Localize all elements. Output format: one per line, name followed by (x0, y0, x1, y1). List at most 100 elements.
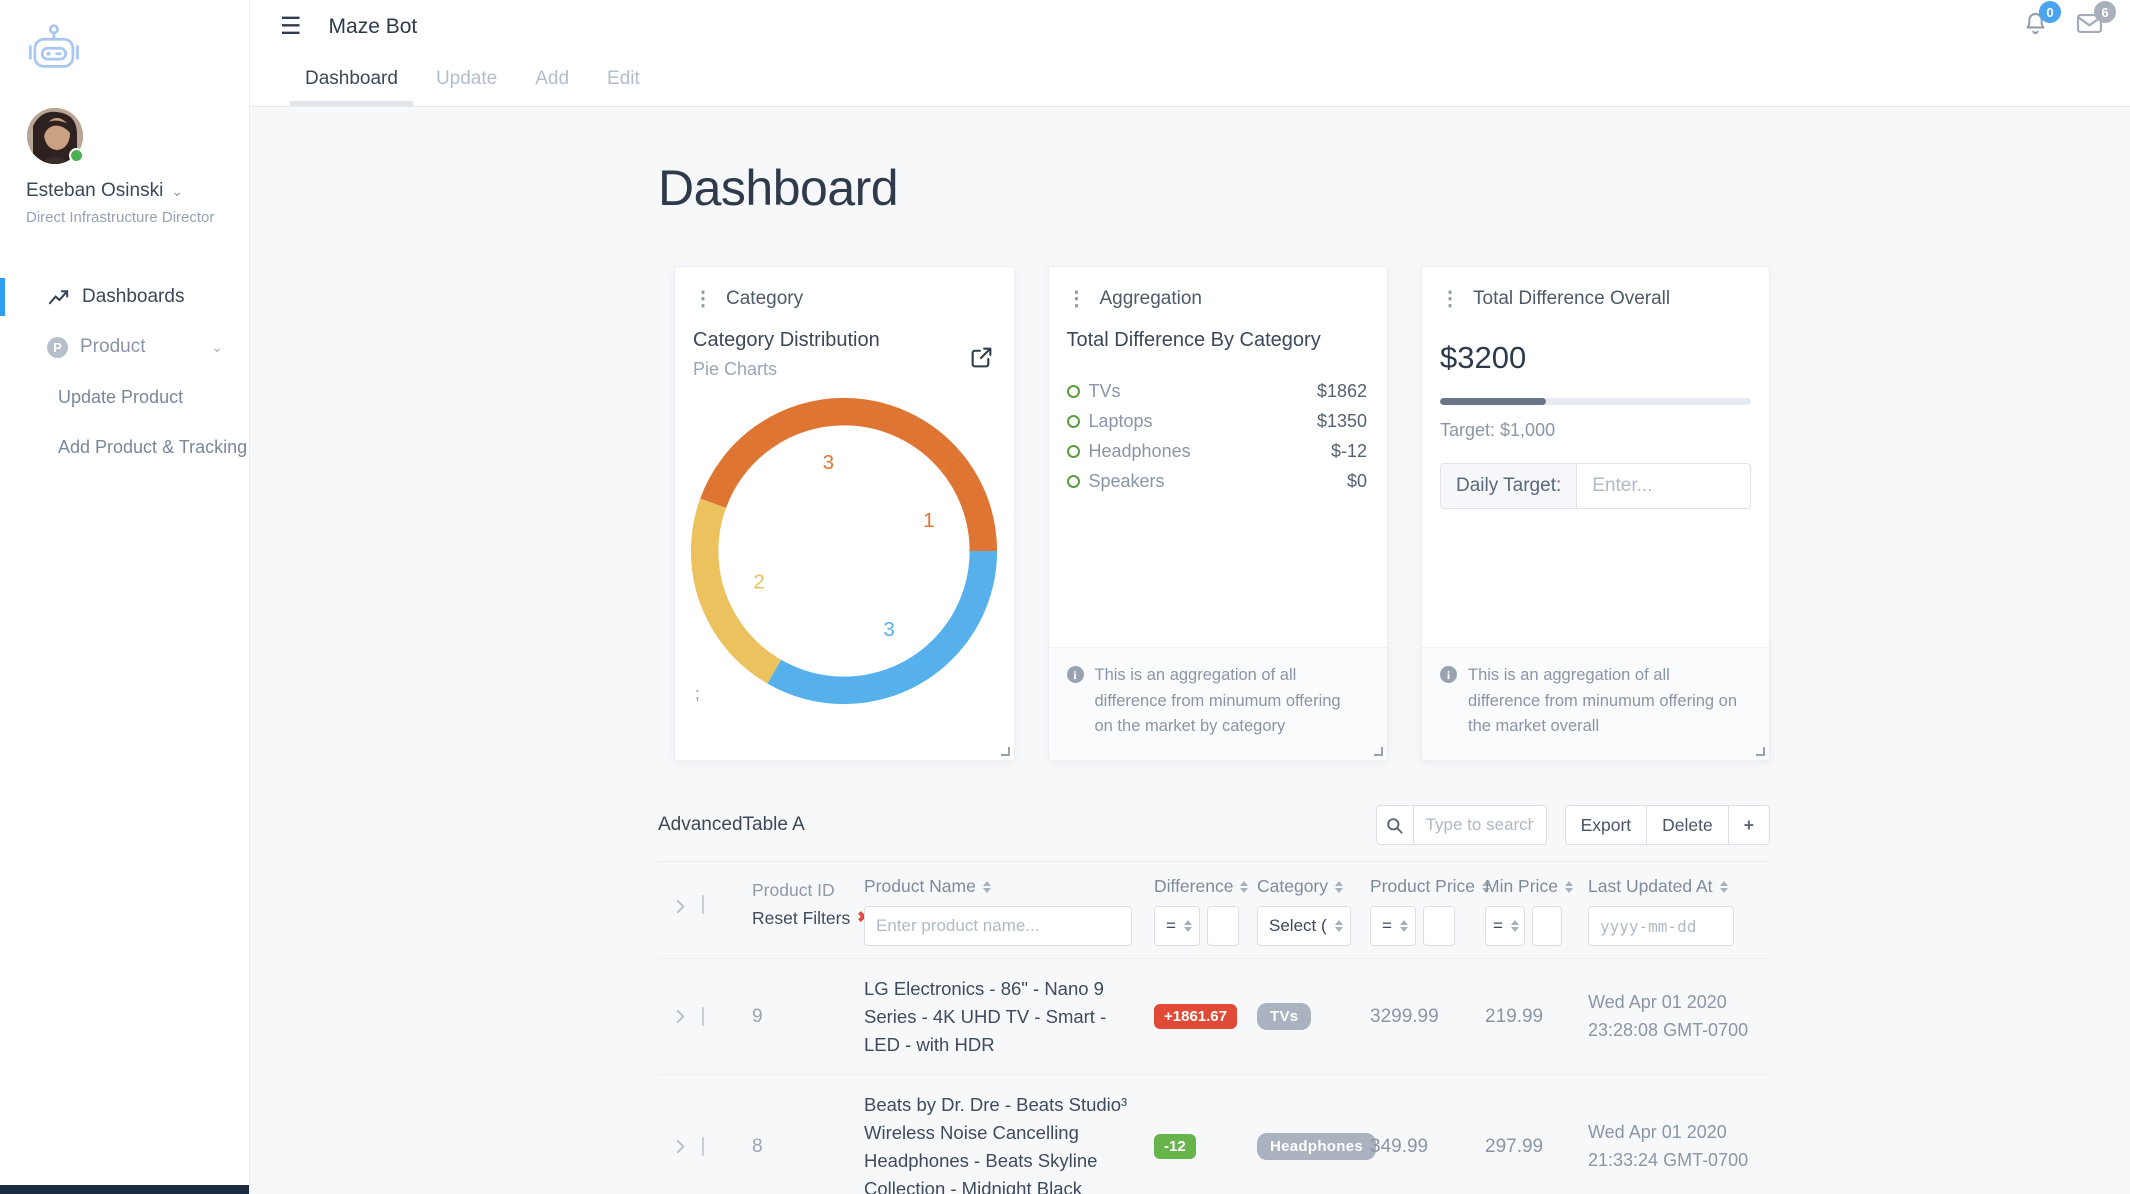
sort-icon (1719, 880, 1728, 893)
sidebar-item-label: Product (80, 336, 146, 357)
expand-all-icon[interactable] (658, 898, 702, 915)
donut-chart: 3 2 3 1 (687, 394, 1001, 708)
daily-target-input[interactable] (1577, 463, 1751, 509)
info-icon: i (1440, 666, 1457, 684)
card-title: Total Difference Overall (1473, 288, 1671, 309)
chart-heading: Category Distribution (693, 329, 880, 351)
svg-text:3: 3 (884, 618, 895, 641)
sort-icon (1482, 880, 1491, 893)
tab-bar: Dashboard Update Add Edit (250, 53, 2130, 107)
aggregation-label: Laptops (1088, 410, 1153, 431)
menu-icon[interactable]: ☰ (280, 12, 302, 40)
card-title: Aggregation (1099, 288, 1202, 309)
cards-row: ⋮ Category Category Distribution Pie Cha… (674, 266, 1770, 761)
aggregation-row: Laptops $1350 (1049, 406, 1388, 436)
card-title: Category (726, 288, 804, 309)
search-input[interactable] (1413, 805, 1547, 845)
page-title: Dashboard (658, 160, 899, 216)
resize-handle[interactable] (1000, 747, 1010, 756)
row-expand-icon[interactable] (658, 1008, 702, 1025)
stray-semicolon-text: ; (695, 684, 700, 703)
column-last-updated-sort[interactable]: Last Updated At (1588, 876, 1770, 897)
last-updated-cell: Wed Apr 01 2020 23:28:08 GMT-0700 (1588, 991, 1749, 1040)
svg-text:3: 3 (823, 451, 834, 474)
table-row[interactable]: 8 Beats by Dr. Dre - Beats Studio³ Wirel… (658, 1075, 1770, 1194)
category-badge: TVs (1257, 1003, 1312, 1031)
daily-target-group: Daily Target: (1440, 463, 1751, 509)
robot-logo-icon[interactable] (24, 22, 249, 80)
drag-handle-icon[interactable]: ⋮ (693, 288, 713, 310)
tab-dashboard[interactable]: Dashboard (290, 52, 413, 106)
bell-badge: 0 (2039, 1, 2061, 23)
topbar: ☰ Maze Bot 0 6 (250, 0, 2130, 53)
product-price-value-input[interactable] (1422, 906, 1455, 946)
sidebar-item-dashboards[interactable]: Dashboards (0, 272, 249, 322)
row-checkbox[interactable] (702, 1006, 704, 1026)
sidebar-nav: Dashboards P Product ⌄ Update Product Ad… (0, 272, 249, 472)
user-menu[interactable]: Esteban Osinski ⌄ (26, 180, 249, 202)
drag-handle-icon[interactable]: ⋮ (1066, 288, 1087, 310)
chart-caption: Pie Charts (693, 359, 778, 379)
column-difference-sort[interactable]: Difference (1154, 876, 1257, 897)
external-link-icon[interactable] (969, 345, 994, 370)
target-label: Target: $1,000 (1440, 420, 1556, 440)
category-ring-icon (1066, 384, 1080, 398)
add-row-button[interactable]: + (1727, 805, 1770, 845)
category-ring-icon (1066, 474, 1080, 488)
min-price-operator-select[interactable]: = (1485, 906, 1525, 946)
sidebar-item-update-product[interactable]: Update Product (58, 386, 184, 407)
user-avatar[interactable] (27, 108, 84, 164)
column-min-price-sort[interactable]: Min Price (1485, 876, 1588, 897)
row-checkbox[interactable] (702, 1136, 704, 1156)
delete-button[interactable]: Delete (1646, 805, 1729, 845)
column-product-price-sort[interactable]: Product Price (1370, 876, 1491, 897)
tab-edit[interactable]: Edit (607, 68, 640, 89)
sidebar-item-add-product-tracking[interactable]: Add Product & Tracking (58, 436, 248, 457)
min-price-cell: 297.99 (1485, 1135, 1544, 1157)
total-difference-card: ⋮ Total Difference Overall $3200 Target:… (1421, 266, 1770, 761)
drag-handle-icon[interactable]: ⋮ (1440, 288, 1460, 310)
product-price-cell: 3299.99 (1370, 1005, 1439, 1027)
table-row[interactable]: 9 LG Electronics - 86" - Nano 9 Series -… (658, 959, 1770, 1076)
column-product-id: Product ID (752, 880, 835, 900)
app-title: Maze Bot (328, 14, 418, 38)
search-icon[interactable] (1375, 805, 1414, 845)
category-ring-icon (1066, 444, 1080, 458)
last-updated-filter-input[interactable] (1588, 906, 1734, 946)
daily-target-label: Daily Target: (1440, 463, 1578, 509)
column-product-name-sort[interactable]: Product Name (864, 876, 1154, 897)
messages-button[interactable]: 6 (2075, 1, 2116, 37)
difference-value-input[interactable] (1206, 906, 1239, 946)
column-category-sort[interactable]: Category (1257, 876, 1370, 897)
product-name-cell: LG Electronics - 86" - Nano 9 Series - 4… (864, 978, 1107, 1055)
sort-icon (1240, 880, 1249, 893)
aggregation-value: $1350 (1316, 410, 1367, 431)
category-filter-select[interactable]: Select ( (1257, 906, 1351, 946)
difference-operator-select[interactable]: = (1154, 906, 1200, 946)
reset-filters-button[interactable]: Reset Filters ✖ (752, 904, 870, 932)
sidebar-item-product[interactable]: P Product ⌄ (0, 322, 249, 372)
export-button[interactable]: Export (1564, 805, 1648, 845)
sort-icon (1335, 880, 1344, 893)
table-body: 9 LG Electronics - 86" - Nano 9 Series -… (658, 959, 1770, 1194)
notifications-bell-button[interactable]: 0 (2022, 1, 2061, 37)
content: Dashboard ⋮ Category Category Distributi… (250, 107, 2130, 1194)
chevron-down-icon: ⌄ (171, 182, 184, 199)
line-chart-icon (47, 286, 70, 309)
select-all-checkbox[interactable] (702, 895, 704, 914)
select-caret-icon (1334, 920, 1343, 932)
select-caret-icon (1510, 920, 1519, 932)
product-name-filter-input[interactable] (864, 906, 1132, 946)
row-expand-icon[interactable] (658, 1138, 702, 1155)
sidebar: Esteban Osinski ⌄ Direct Infrastructure … (0, 0, 250, 1194)
difference-badge: +1861.67 (1154, 1004, 1237, 1030)
resize-handle[interactable] (1756, 747, 1765, 756)
product-name-cell: Beats by Dr. Dre - Beats Studio³ Wireles… (864, 1094, 1128, 1194)
select-caret-icon (1399, 920, 1408, 932)
min-price-value-input[interactable] (1532, 906, 1562, 946)
last-updated-cell: Wed Apr 01 2020 21:33:24 GMT-0700 (1588, 1121, 1749, 1170)
product-price-operator-select[interactable]: = (1370, 906, 1416, 946)
tab-add[interactable]: Add (535, 68, 570, 89)
resize-handle[interactable] (1374, 747, 1383, 756)
tab-update[interactable]: Update (435, 68, 498, 89)
